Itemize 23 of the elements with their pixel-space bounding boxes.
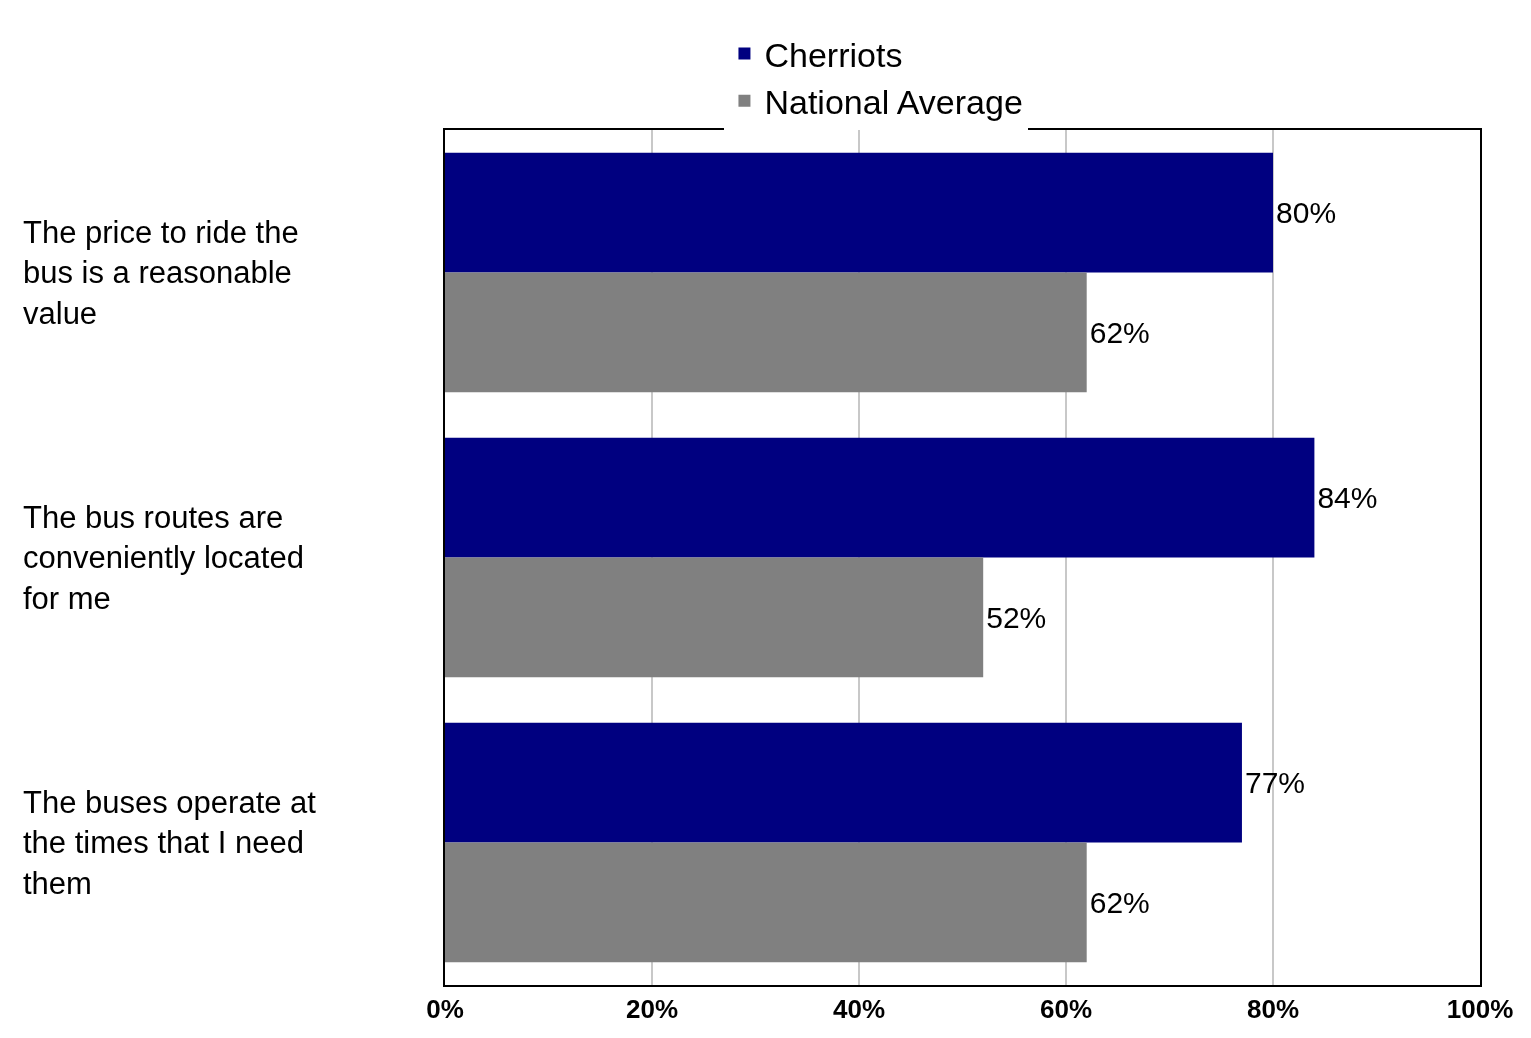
- y-tick-label: The price to ride the bus is a reasonable value: [23, 215, 299, 331]
- x-tick-label: 60%: [1039, 993, 1093, 1024]
- y-tick-label: The buses operate at the times that I need them: [23, 785, 317, 901]
- x-tick-label: 0%: [426, 993, 464, 1024]
- data-label: 84%: [1317, 481, 1378, 515]
- bar: [445, 272, 1087, 393]
- x-tick-label: 20%: [625, 993, 679, 1024]
- x-tick-label: 40%: [832, 993, 886, 1024]
- legend-label: National Average: [764, 83, 1023, 122]
- x-tick-label: 100%: [1446, 993, 1514, 1024]
- bar: [445, 557, 984, 678]
- data-label: 80%: [1276, 196, 1337, 230]
- bar: [445, 152, 1273, 273]
- legend-label: Cherriots: [764, 35, 903, 74]
- y-tick-label: The bus routes are conveniently located for me: [23, 500, 304, 616]
- data-label: 52%: [986, 600, 1047, 634]
- bar: [445, 722, 1242, 843]
- bar: [445, 842, 1087, 963]
- data-label: 62%: [1089, 315, 1150, 349]
- data-label: 62%: [1089, 885, 1150, 919]
- bar: [445, 437, 1315, 558]
- data-label: 77%: [1244, 766, 1305, 800]
- x-tick-label: 80%: [1246, 993, 1300, 1024]
